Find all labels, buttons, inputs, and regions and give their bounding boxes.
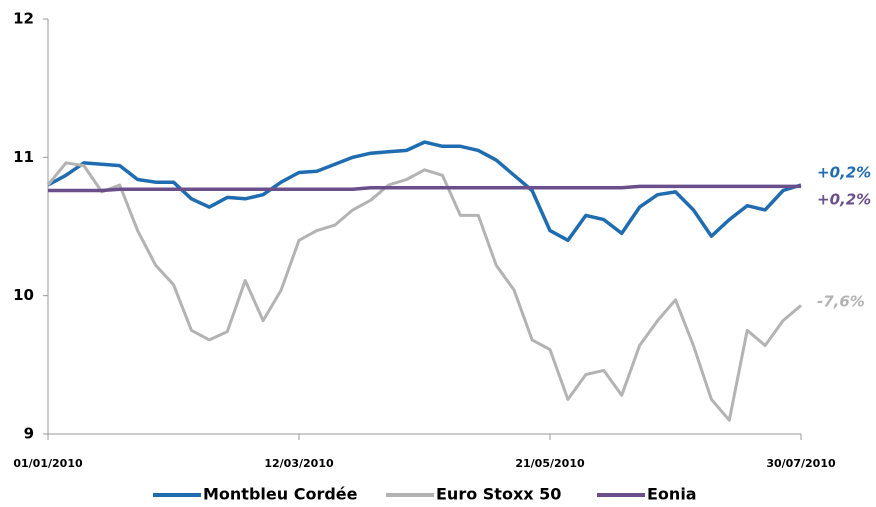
legend-label: Eonia (647, 485, 697, 504)
end-label: -7,6% (817, 293, 865, 311)
series-line (47, 140, 802, 243)
legend-label: Euro Stoxx 50 (436, 485, 561, 504)
x-tick-label: 01/01/2010 (13, 457, 83, 470)
x-tick-label: 21/05/2010 (515, 457, 585, 470)
series-line (48, 184, 801, 193)
x-tick-label: 30/07/2010 (766, 457, 836, 470)
y-tick-label: 10 (13, 286, 34, 304)
end-label: +0,2% (817, 164, 871, 182)
x-tick-label: 12/03/2010 (264, 457, 334, 470)
y-tick-label: 9 (24, 425, 34, 443)
series-line (46, 161, 802, 422)
y-tick-label: 12 (13, 10, 34, 28)
y-tick-label: 11 (13, 148, 34, 166)
end-label: +0,2% (817, 191, 871, 209)
legend-label: Montbleu Cordée (203, 485, 358, 504)
